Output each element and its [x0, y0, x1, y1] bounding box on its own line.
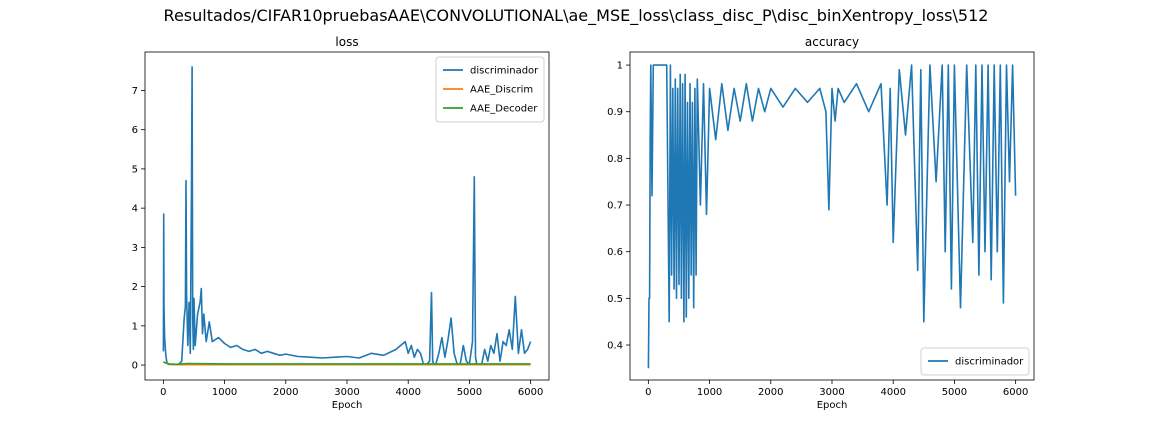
y-tick-label: 0.9 — [607, 107, 623, 118]
y-tick-label: 0.5 — [607, 294, 623, 305]
x-tick-label: 6000 — [518, 387, 543, 398]
y-tick-label: 1 — [617, 61, 623, 72]
y-tick-label: 7 — [132, 86, 138, 97]
y-tick-label: 0 — [132, 361, 138, 372]
x-tick-label: 2000 — [758, 387, 783, 398]
y-tick-label: 0.7 — [607, 201, 623, 212]
x-tick-label: 1000 — [212, 387, 237, 398]
y-tick-label: 0.6 — [607, 247, 623, 258]
x-tick-label: 0 — [645, 387, 651, 398]
y-tick-label: 0.4 — [607, 341, 623, 352]
x-tick-label: 5000 — [457, 387, 482, 398]
figure-title: Resultados/CIFAR10pruebasAAE\CONVOLUTION… — [163, 6, 989, 25]
x-axis-label: Epoch — [332, 400, 363, 411]
legend-label: AAE_Discrim — [470, 85, 533, 96]
chart-loss: 0 1000 2000 3000 4000 5000 6000 0 1 2 3 4 5 6 7 loss Epo… — [132, 35, 550, 411]
legend-label: discriminador — [470, 66, 539, 77]
x-tick-label: 2000 — [273, 387, 298, 398]
y-tick-label: 6 — [132, 125, 138, 136]
x-tick-label: 3000 — [819, 387, 844, 398]
y-tick-label: 1 — [132, 321, 138, 332]
chart-title: loss — [335, 35, 358, 49]
x-tick-label: 4000 — [880, 387, 905, 398]
legend-box — [435, 56, 545, 123]
chart-title: accuracy — [805, 35, 859, 49]
y-tick-label: 4 — [132, 204, 138, 215]
legend-label: AAE_Decoder — [470, 104, 538, 115]
x-tick-label: 4000 — [395, 387, 420, 398]
x-tick-label: 1000 — [697, 387, 722, 398]
legend-label: discriminador — [955, 357, 1024, 368]
x-axis-label: Epoch — [817, 400, 848, 411]
legend-box — [920, 347, 1030, 376]
series-line-discriminador — [647, 64, 1017, 369]
y-tick-label: 3 — [132, 243, 138, 254]
series-line-aae-decoder — [163, 361, 531, 366]
x-tick-label: 0 — [160, 387, 166, 398]
x-tick-label: 5000 — [942, 387, 967, 398]
x-tick-label: 3000 — [334, 387, 359, 398]
chart-accuracy: 0 1000 2000 3000 4000 5000 6000 0.4 0.5 0.6 0.7 0.8… — [607, 35, 1035, 411]
y-tick-label: 2 — [132, 282, 138, 293]
x-tick-label: 6000 — [1003, 387, 1028, 398]
y-tick-label: 0.8 — [607, 154, 623, 165]
y-tick-label: 5 — [132, 164, 138, 175]
